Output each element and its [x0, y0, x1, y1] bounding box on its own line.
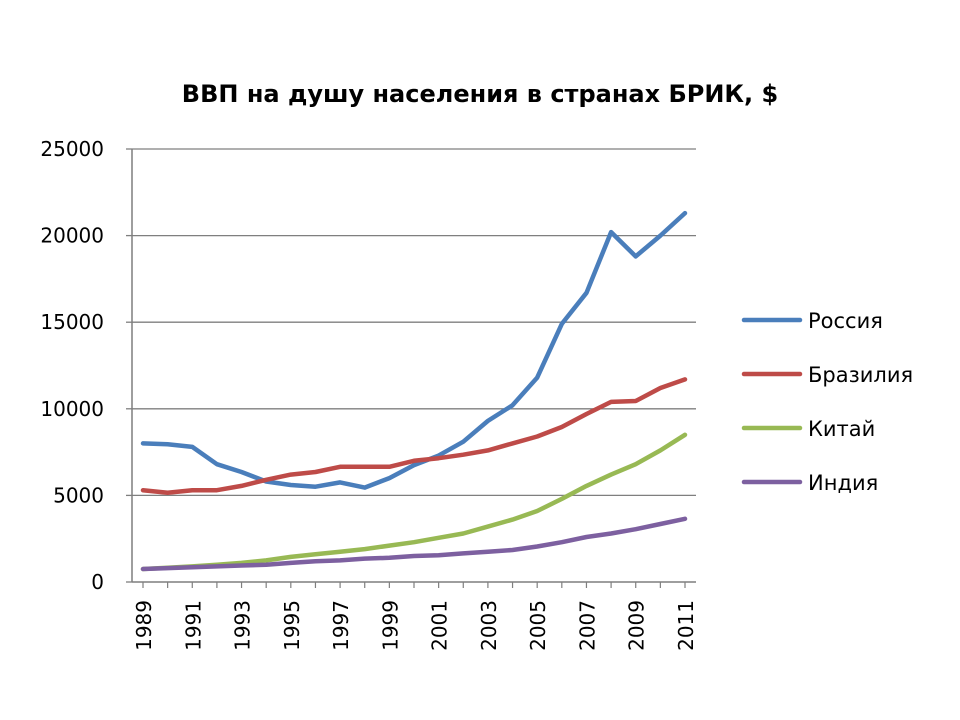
x-tick-label: 2011 — [674, 600, 698, 651]
x-tick-label: 2001 — [428, 600, 452, 651]
legend-label-2: Китай — [808, 417, 875, 441]
legend: Россия Бразилия Китай Индия — [741, 309, 913, 495]
legend-label-0: Россия — [808, 309, 883, 333]
x-tick-label: 1999 — [378, 600, 402, 651]
x-tick-label: 1993 — [231, 600, 255, 651]
y-tick-label: 20000 — [40, 224, 104, 248]
x-tick-label: 1989 — [132, 600, 156, 651]
x-tick-label: 1997 — [329, 600, 353, 651]
y-gridlines — [132, 148, 696, 497]
y-tick-label: 10000 — [40, 397, 104, 421]
series-line-2 — [140, 432, 688, 572]
series-line-1 — [140, 377, 688, 496]
y-tick-label: 5000 — [53, 483, 104, 507]
series-lines — [140, 210, 688, 572]
y-tick-label: 15000 — [40, 310, 104, 334]
x-tick-labels: 1989 1991 1993 1995 1997 1999 2001 2003 2005 2007… — [132, 600, 698, 651]
x-tick-label: 1991 — [181, 600, 205, 651]
y-tick-labels: 0 5000 10000 15000 20000 25000 — [40, 137, 104, 594]
legend-label-1: Бразилия — [808, 363, 913, 387]
chart-title: ВВП на душу населения в странах БРИК, $ — [182, 80, 778, 108]
series-line-3 — [140, 516, 688, 572]
x-tick-label: 1995 — [280, 600, 304, 651]
series-line-0 — [140, 210, 688, 490]
y-tick-label: 0 — [91, 570, 104, 594]
x-tick-label: 2009 — [625, 600, 649, 651]
axes — [126, 148, 696, 588]
x-tick-label: 2007 — [575, 600, 599, 651]
legend-label-3: Индия — [808, 471, 878, 495]
x-tick-label: 2003 — [477, 600, 501, 651]
y-tick-label: 25000 — [40, 137, 104, 161]
x-tick-label: 2005 — [526, 600, 550, 651]
